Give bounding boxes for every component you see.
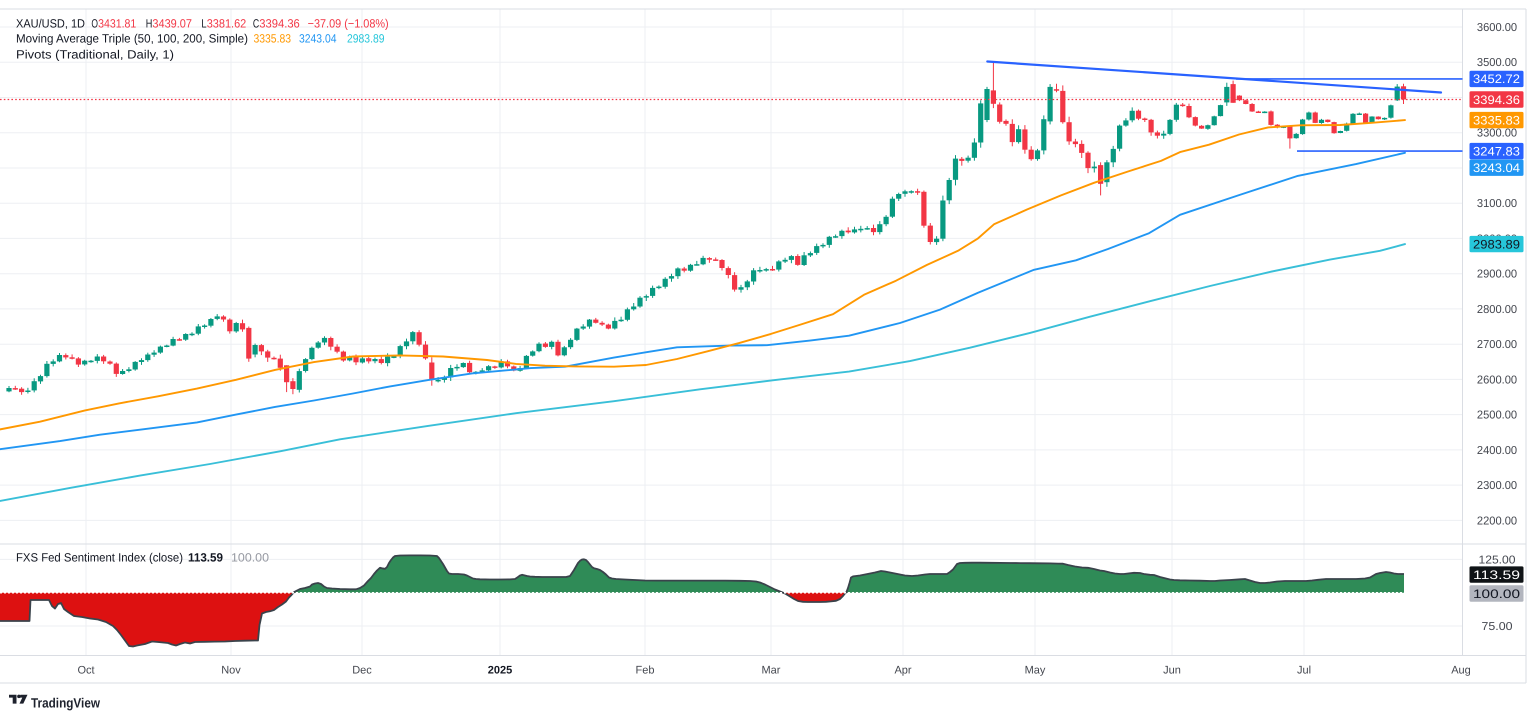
svg-text:3452.72: 3452.72: [1473, 72, 1520, 86]
svg-text:H: H: [146, 17, 153, 31]
svg-text:Mar: Mar: [762, 665, 781, 677]
svg-text:113.59: 113.59: [1473, 568, 1520, 582]
svg-text:FXS Fed Sentiment Index (close: FXS Fed Sentiment Index (close): [16, 550, 183, 564]
svg-text:TradingView: TradingView: [31, 696, 100, 711]
svg-text:100.00: 100.00: [231, 550, 269, 564]
svg-text:3100.00: 3100.00: [1477, 198, 1517, 210]
svg-text:Jun: Jun: [1163, 665, 1181, 677]
svg-text:XAU/USD, 1D: XAU/USD, 1D: [16, 17, 85, 31]
svg-text:3243.04: 3243.04: [299, 32, 337, 46]
svg-text:3431.81: 3431.81: [98, 17, 136, 31]
svg-text:3247.83: 3247.83: [1473, 144, 1520, 158]
svg-text:Apr: Apr: [894, 665, 911, 677]
svg-text:3439.07: 3439.07: [152, 17, 192, 31]
svg-text:Pivots (Traditional, Daily, 1): Pivots (Traditional, Daily, 1): [16, 48, 174, 62]
svg-text:3300.00: 3300.00: [1477, 128, 1517, 140]
svg-text:Aug: Aug: [1451, 665, 1471, 677]
svg-text:C: C: [253, 17, 260, 31]
svg-text:Moving Average Triple (50, 100: Moving Average Triple (50, 100, 200, Sim…: [16, 32, 248, 46]
svg-text:Jul: Jul: [1297, 665, 1311, 677]
svg-text:100.00: 100.00: [1473, 587, 1520, 601]
svg-text:2400.00: 2400.00: [1477, 445, 1517, 457]
svg-text:125.00: 125.00: [1479, 554, 1516, 566]
svg-text:3394.36: 3394.36: [259, 17, 300, 31]
svg-text:2983.89: 2983.89: [1473, 237, 1520, 251]
svg-text:3243.04: 3243.04: [1473, 161, 1520, 175]
svg-text:2900.00: 2900.00: [1477, 269, 1517, 281]
svg-text:2025: 2025: [488, 665, 512, 677]
svg-text:113.59: 113.59: [188, 550, 223, 564]
svg-text:2983.89: 2983.89: [347, 32, 385, 46]
svg-text:2800.00: 2800.00: [1477, 304, 1517, 316]
svg-text:3381.62: 3381.62: [207, 17, 247, 31]
svg-text:2200.00: 2200.00: [1477, 515, 1517, 527]
svg-text:O: O: [91, 17, 98, 31]
svg-text:2700.00: 2700.00: [1477, 339, 1517, 351]
svg-text:3600.00: 3600.00: [1477, 22, 1517, 34]
svg-text:May: May: [1025, 665, 1046, 677]
svg-text:Nov: Nov: [221, 665, 241, 677]
svg-text:3335.83: 3335.83: [1473, 113, 1520, 127]
svg-text:75.00: 75.00: [1482, 621, 1513, 633]
svg-text:3394.36: 3394.36: [1473, 93, 1520, 107]
svg-text:L: L: [201, 17, 206, 31]
svg-text:Dec: Dec: [352, 665, 372, 677]
svg-text:2600.00: 2600.00: [1477, 374, 1517, 386]
svg-text:2300.00: 2300.00: [1477, 480, 1517, 492]
svg-text:Oct: Oct: [77, 665, 94, 677]
svg-text:3500.00: 3500.00: [1477, 57, 1517, 69]
svg-text:2500.00: 2500.00: [1477, 410, 1517, 422]
svg-text:Feb: Feb: [636, 665, 655, 677]
svg-text:−37.09 (−1.08%): −37.09 (−1.08%): [308, 17, 389, 31]
svg-text:3335.83: 3335.83: [254, 32, 292, 46]
